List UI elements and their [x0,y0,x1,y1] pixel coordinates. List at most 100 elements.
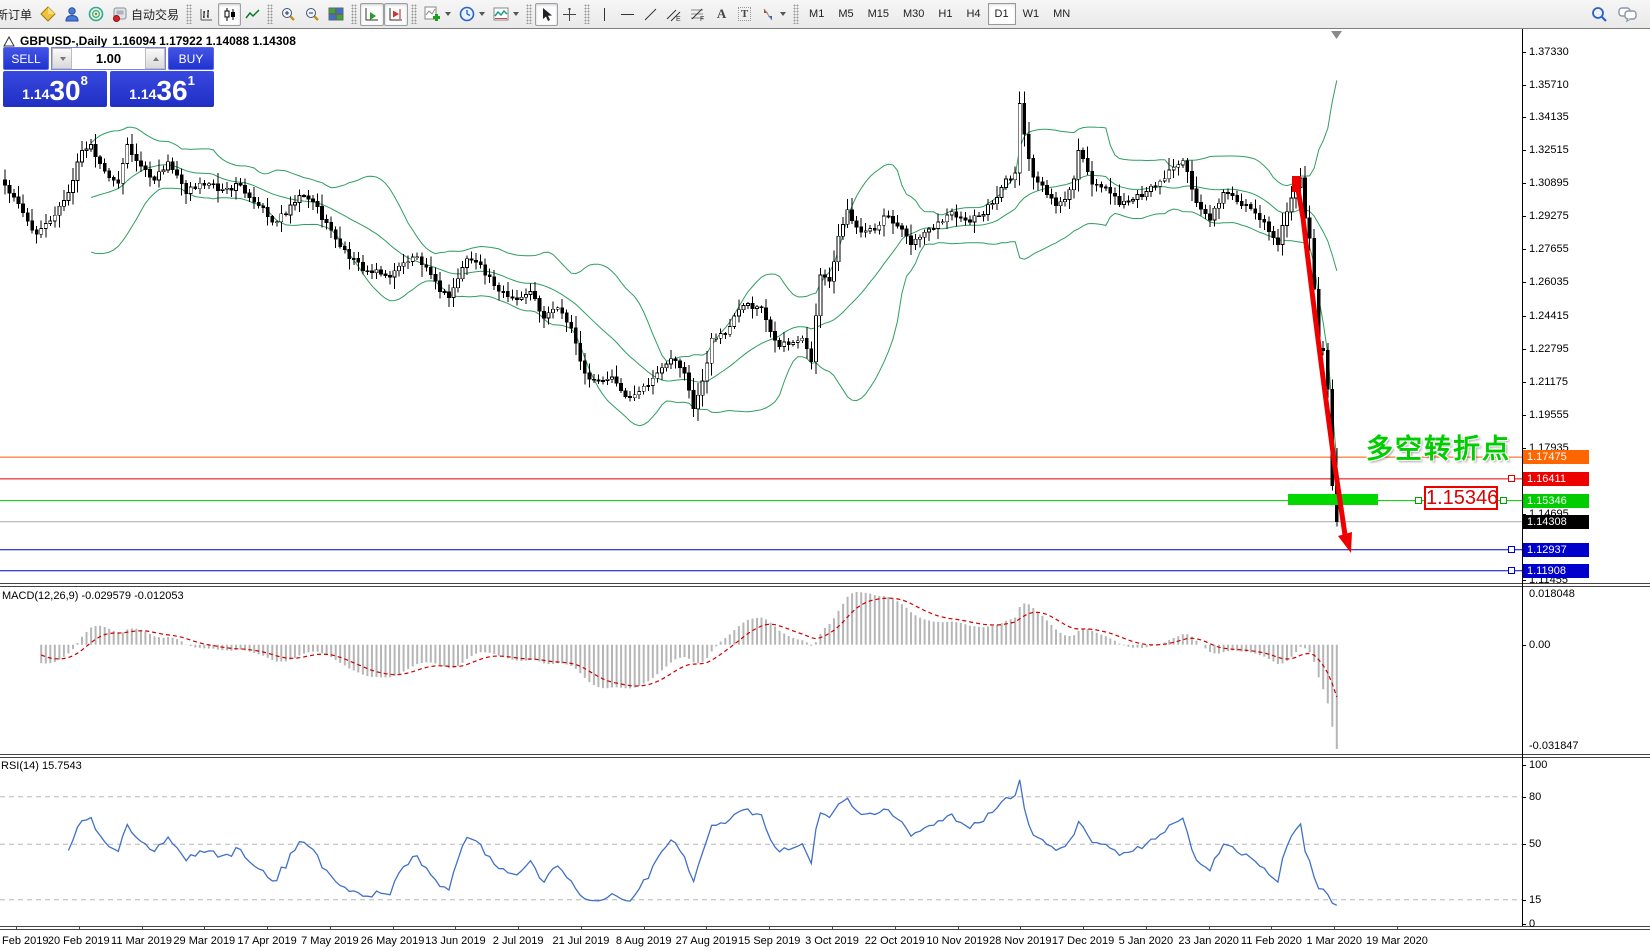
tile-windows-button[interactable] [324,3,348,26]
sell-price-box[interactable]: 1.14 30 8 [3,71,107,107]
line-anchor-handle[interactable] [1415,497,1422,505]
tf-m1[interactable]: M1 [809,8,825,20]
periods-button[interactable] [455,3,489,26]
line-chart-button[interactable] [241,3,264,26]
new-order-button[interactable]: 新订单 [0,3,36,26]
macd-axis-zero: 0.00 [1529,638,1551,651]
red-trend-arrow[interactable] [1294,183,1348,536]
zoom-in-button[interactable] [276,3,300,26]
tf-mn[interactable]: MN [1053,8,1071,20]
line-anchor-handle[interactable] [1508,546,1515,554]
profile-button[interactable] [60,3,84,26]
red-arrow-head [1338,532,1352,553]
candlestick-chart-button[interactable] [218,2,242,26]
pane-separator[interactable] [0,754,1650,755]
cursor-button[interactable] [535,2,559,26]
vertical-line-button[interactable] [593,3,616,26]
tf-m30[interactable]: M30 [903,8,925,20]
text-button[interactable]: A [710,3,733,26]
tf-h1[interactable]: H1 [938,8,953,20]
time-tick [518,926,520,930]
sell-button[interactable]: SELL [3,47,49,70]
main-chart[interactable] [0,30,1522,583]
metaeditor-button[interactable] [36,3,60,26]
time-tick [329,926,331,930]
vertical-line-icon [604,7,606,21]
tf-m15[interactable]: M15 [867,8,889,20]
buy-price-box[interactable]: 1.14 36 1 [110,71,214,107]
toolbar: 新订单 自动交易 [0,0,1650,29]
tf-d1[interactable]: D1 [987,3,1016,25]
indicators-dropdown-caret [445,12,452,16]
time-tick [1020,926,1022,930]
bar-chart-button[interactable] [195,3,218,26]
chart-shift-button[interactable] [384,2,409,26]
price-tick-dash [1522,447,1526,449]
macd-pane[interactable] [0,587,1522,754]
pane-separator[interactable] [0,757,1650,758]
rsi-line [67,779,1338,906]
line-anchor-handle[interactable] [1508,475,1515,483]
horizontal-line-button[interactable] [616,3,639,26]
equidistant-channel-button[interactable]: E [662,3,686,26]
price-callout-label[interactable]: 1.15346 [1424,486,1499,510]
pane-separator[interactable] [0,586,1650,587]
zoom-out-button[interactable] [300,3,324,26]
toolbar-grip[interactable] [584,4,591,24]
tf-m5[interactable]: M5 [838,8,854,20]
price-tick-dash [1522,315,1526,317]
arrows-button[interactable] [756,3,790,26]
tf-h4[interactable]: H4 [966,8,981,20]
volume-decrease-button[interactable] [52,48,72,69]
green-highlight-bar[interactable] [1288,494,1378,505]
search-icon[interactable] [1591,6,1608,23]
zoom-out-icon [306,8,319,21]
chart-shift-marker[interactable] [1331,31,1342,39]
auto-scroll-button[interactable] [360,2,385,26]
toolbar-grip[interactable] [526,4,533,24]
text-label-icon: T [737,7,752,21]
pane-separator[interactable] [0,583,1650,584]
bollinger-band [90,187,1338,462]
rsi-axis-label: 0 [1529,917,1536,930]
signals-button[interactable] [84,3,108,26]
toolbar-grip[interactable] [267,4,274,24]
line-anchor-handle[interactable] [1500,497,1507,505]
horizontal-line-icon [621,13,635,15]
toolbar-grip[interactable] [411,4,418,24]
time-tick-label: 3 Oct 2019 [805,935,859,947]
turning-point-annotation[interactable]: 多空转折点 [1366,434,1511,464]
time-tick-label: 15 Sep 2019 [738,935,801,947]
time-tick-label: 1 Mar 2020 [1306,935,1362,947]
toolbar-grip[interactable] [793,4,800,24]
svg-text:F: F [700,16,704,22]
toolbar-grip[interactable] [351,4,358,24]
rsi-axis-label: 80 [1529,790,1542,803]
time-tick [643,926,645,930]
signals-icon [88,6,104,22]
autotrading-button[interactable]: 自动交易 [108,3,183,26]
text-label-button[interactable]: T [733,3,756,26]
time-tick-label: 11 Mar 2019 [111,935,173,947]
chat-icon[interactable] [1618,6,1638,22]
volume-value[interactable]: 1.00 [95,51,122,66]
trendline-button[interactable] [639,3,662,26]
profile-icon [65,7,79,22]
bollinger-band [90,80,1338,362]
crosshair-button[interactable] [558,3,581,26]
volume-increase-button[interactable] [145,48,165,69]
time-tick-label: 17 Dec 2019 [1051,935,1115,947]
line-anchor-handle[interactable] [1508,567,1515,575]
rsi-pane[interactable] [0,758,1522,926]
buy-button[interactable]: BUY [168,47,214,70]
tf-w1[interactable]: W1 [1022,8,1040,20]
indicators-button[interactable] [420,3,455,26]
templates-button[interactable] [489,3,523,26]
time-tick [1396,926,1398,930]
fibonacci-button[interactable]: F [686,3,710,26]
metaeditor-icon [40,6,56,22]
toolbar-grip[interactable] [186,4,193,24]
volume-down-icon [59,56,66,61]
red-arrow-tail [1292,176,1301,192]
time-tick [832,926,833,930]
